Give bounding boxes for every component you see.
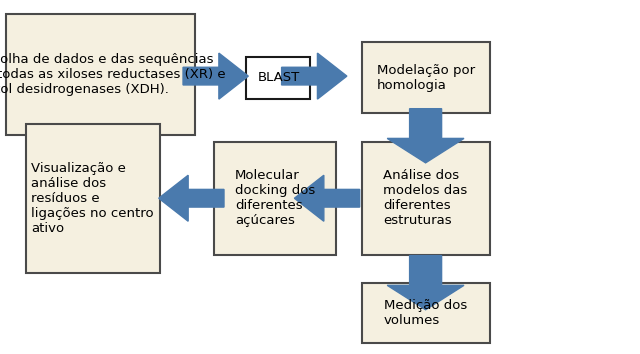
FancyBboxPatch shape bbox=[362, 283, 490, 343]
Polygon shape bbox=[294, 175, 360, 221]
Polygon shape bbox=[183, 53, 248, 99]
Text: Modelação por
homologia: Modelação por homologia bbox=[376, 64, 475, 92]
FancyBboxPatch shape bbox=[246, 57, 310, 99]
FancyBboxPatch shape bbox=[26, 124, 160, 273]
Polygon shape bbox=[387, 109, 464, 163]
Text: Análise dos
modelos das
diferentes
estruturas: Análise dos modelos das diferentes estru… bbox=[383, 169, 468, 227]
FancyBboxPatch shape bbox=[362, 42, 490, 113]
Text: Medição dos
volumes: Medição dos volumes bbox=[384, 299, 467, 327]
Polygon shape bbox=[159, 175, 224, 221]
Text: BLAST: BLAST bbox=[257, 72, 300, 84]
Text: Molecular
docking dos
diferentes
açúcares: Molecular docking dos diferentes açúcare… bbox=[235, 169, 316, 227]
FancyBboxPatch shape bbox=[362, 142, 490, 255]
Polygon shape bbox=[387, 256, 464, 310]
Polygon shape bbox=[282, 53, 347, 99]
FancyBboxPatch shape bbox=[214, 142, 336, 255]
Text: Visualização e
análise dos
resíduos e
ligações no centro
ativo: Visualização e análise dos resíduos e li… bbox=[31, 162, 154, 235]
Text: Recolha de dados e das sequências
de todas as xiloses reductases (XR) e
xilitol : Recolha de dados e das sequências de tod… bbox=[0, 53, 226, 96]
FancyBboxPatch shape bbox=[6, 14, 195, 135]
